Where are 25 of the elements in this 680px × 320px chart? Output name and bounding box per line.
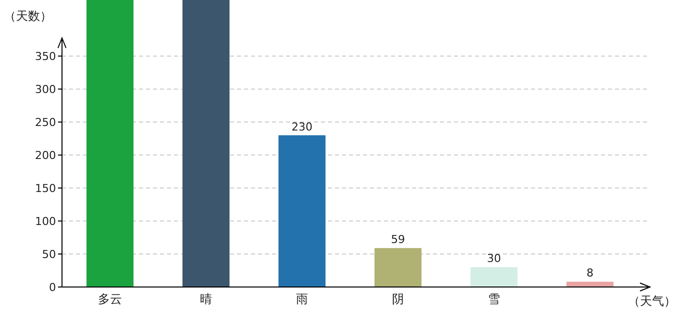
bar bbox=[86, 0, 134, 287]
y-tick-label: 200 bbox=[35, 149, 56, 162]
x-tick-label: 阴 bbox=[392, 292, 404, 306]
x-axis-title: （天气） bbox=[628, 294, 676, 308]
data-label: 30 bbox=[487, 252, 501, 266]
y-tick-label: 100 bbox=[35, 215, 56, 228]
bar bbox=[278, 135, 326, 287]
bar bbox=[182, 0, 230, 287]
x-tick-label: 雨 bbox=[296, 292, 308, 306]
x-tick-label: 雪 bbox=[488, 292, 500, 306]
data-label: 8 bbox=[586, 266, 594, 280]
y-axis-title: （天数） bbox=[4, 9, 52, 23]
y-tick-label: 300 bbox=[35, 83, 56, 96]
data-label: 59 bbox=[391, 233, 405, 246]
y-tick-label: 250 bbox=[35, 116, 56, 130]
data-label: 230 bbox=[292, 120, 312, 134]
x-tick-label: 晴 bbox=[200, 292, 212, 306]
bar bbox=[566, 282, 614, 287]
y-tick-label: 150 bbox=[35, 182, 56, 196]
y-tick-label: 0 bbox=[49, 281, 56, 294]
x-tick-label: 多云 bbox=[98, 292, 122, 306]
bar bbox=[470, 267, 518, 287]
y-tick-label: 350 bbox=[35, 50, 56, 64]
bar bbox=[374, 248, 422, 287]
y-tick-label: 50 bbox=[42, 248, 56, 262]
